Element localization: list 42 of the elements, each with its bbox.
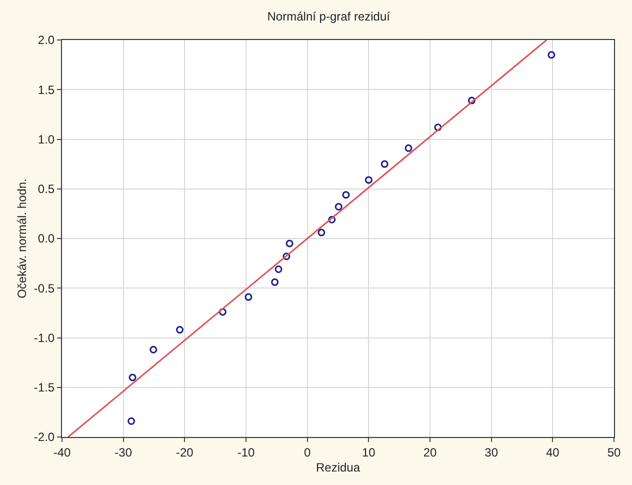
x-tick-label: 10 <box>362 445 376 460</box>
point <box>342 191 350 199</box>
y-axis-title: Očekáv. normál. hodn. <box>15 178 30 298</box>
y-tick-label: 1.0 <box>38 132 55 146</box>
x-tick-label: 30 <box>484 445 498 460</box>
x-tick-label: -10 <box>237 445 255 460</box>
point <box>468 96 476 104</box>
point <box>434 124 442 132</box>
y-tick-label: 2.0 <box>38 33 55 48</box>
point <box>404 144 412 152</box>
point <box>282 252 290 260</box>
y-tick-label: 1.5 <box>38 82 55 97</box>
point <box>380 160 388 168</box>
point <box>318 228 326 236</box>
point <box>244 293 252 301</box>
x-tick-label: 0 <box>304 445 311 460</box>
y-tick-label: -2.0 <box>34 430 55 444</box>
point <box>364 176 372 184</box>
y-tick-label: -1.5 <box>34 380 55 395</box>
point <box>274 266 282 274</box>
x-tick-label: -40 <box>53 445 71 460</box>
x-tick-label: 20 <box>423 445 437 460</box>
x-tick-label: 40 <box>546 445 560 460</box>
y-tick-label: -1.0 <box>34 330 55 345</box>
x-tick-label: -30 <box>114 445 132 460</box>
y-tick-label: 0.5 <box>38 182 55 196</box>
point <box>286 240 294 248</box>
point <box>128 374 136 382</box>
point <box>548 51 556 59</box>
point <box>128 417 136 425</box>
y-tick-label: 0.0 <box>38 232 55 246</box>
x-axis-title: Rezidua <box>316 460 360 474</box>
chart-title: Normální p-graf reziduí <box>267 10 391 24</box>
point <box>218 308 226 316</box>
x-tick-label: -20 <box>176 445 194 460</box>
point <box>150 346 158 354</box>
point <box>328 216 336 224</box>
point <box>176 326 184 334</box>
point <box>334 202 342 210</box>
y-tick-label: -0.5 <box>34 281 55 296</box>
point <box>271 278 279 286</box>
x-tick-label: 50 <box>607 445 621 460</box>
